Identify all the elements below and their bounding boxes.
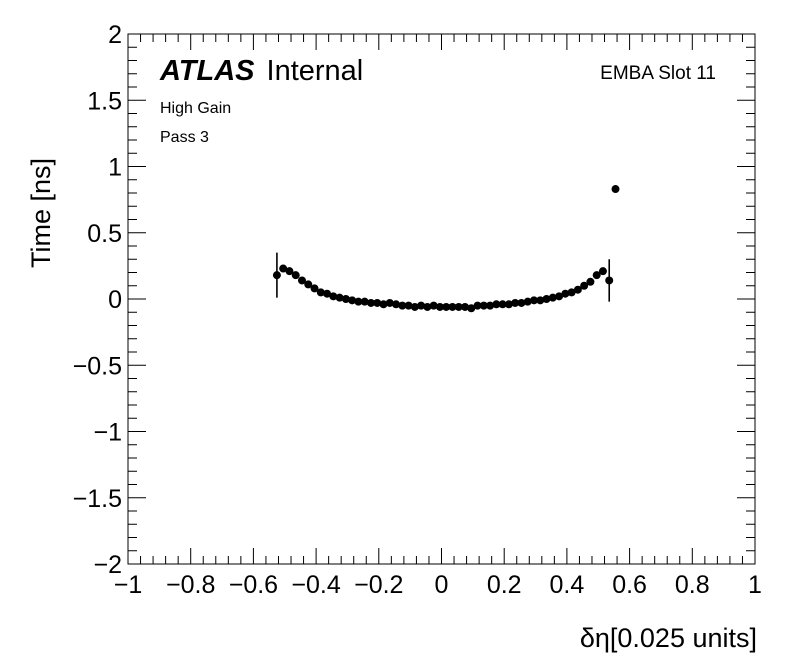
data-point: [310, 284, 319, 293]
atlas-logo-text: ATLAS: [159, 55, 255, 87]
y-tick-labels: −2 −1.5 −1 −0.5 0 0.5 1 1.5 2: [73, 21, 122, 579]
data-point: [329, 292, 338, 301]
data-point: [291, 271, 300, 280]
y-tick-label: −0.5: [73, 352, 122, 380]
data-point: [304, 280, 313, 289]
x-tick-labels: −1 −0.8 −0.6 −0.4 −0.2 0 0.2 0.4 0.6 0.8 1: [114, 571, 762, 599]
module-label: EMBA Slot 11: [600, 63, 716, 84]
data-point: [379, 300, 388, 309]
x-tick-label: −0.6: [229, 571, 278, 599]
x-tick-label: 0.4: [550, 571, 585, 599]
y-tick-label: −1: [93, 419, 122, 447]
data-point: [360, 297, 369, 306]
y-tick-label: 2: [108, 21, 122, 49]
x-tick-label: −0.2: [354, 571, 403, 599]
data-point: [529, 296, 538, 305]
data-point: [511, 298, 520, 307]
data-points: [272, 185, 620, 313]
data-point: [398, 301, 407, 310]
data-point: [573, 285, 582, 294]
y-tick-label: 1: [108, 154, 122, 182]
data-point: [555, 292, 564, 301]
data-point: [454, 302, 463, 311]
x-tick-label: 0.2: [487, 571, 522, 599]
data-point: [417, 301, 426, 310]
data-point: [592, 271, 601, 280]
data-point: [461, 302, 470, 311]
y-tick-label: 0.5: [87, 220, 122, 248]
y-axis-title: Time [ns]: [26, 158, 56, 268]
atlas-internal-text: Internal: [267, 55, 364, 87]
data-point: [285, 267, 294, 276]
data-point: [272, 271, 281, 280]
data-point: [404, 301, 413, 310]
y-tick-label: 0: [108, 286, 122, 314]
data-point: [448, 302, 457, 311]
data-point: [486, 301, 495, 310]
data-point: [316, 288, 325, 297]
gain-label: High Gain: [160, 100, 231, 117]
data-point: [517, 298, 526, 307]
data-point: [548, 293, 557, 302]
data-point: [523, 297, 532, 306]
data-point: [542, 295, 551, 303]
atlas-label: ATLAS Internal: [159, 55, 363, 87]
data-point: [279, 264, 288, 273]
data-point: [392, 300, 401, 309]
axis-ticks: [127, 33, 756, 565]
y-tick-label: 1.5: [87, 87, 122, 115]
x-tick-label: 0.8: [675, 571, 710, 599]
data-point: [335, 293, 344, 302]
data-point: [580, 281, 589, 290]
data-point: [492, 300, 501, 309]
data-point: [498, 300, 507, 309]
data-point: [373, 298, 382, 307]
data-point: [423, 302, 432, 311]
data-point: [605, 276, 614, 285]
data-point: [297, 276, 306, 285]
data-point: [473, 301, 482, 310]
x-tick-label: 0.6: [612, 571, 647, 599]
x-axis-title: δη[0.025 units]: [580, 623, 757, 653]
data-point: [561, 289, 570, 298]
x-tick-label: −1: [114, 571, 143, 599]
data-point: [479, 301, 488, 310]
x-tick-label: 0: [435, 571, 449, 599]
data-point: [429, 301, 438, 310]
data-point: [366, 298, 375, 307]
x-tick-label: −0.4: [291, 571, 340, 599]
data-point: [567, 288, 576, 297]
data-point: [410, 302, 419, 311]
data-point: [598, 267, 607, 276]
y-tick-label: −1.5: [73, 485, 122, 513]
data-point: [536, 296, 545, 305]
data-point: [354, 297, 363, 306]
data-point: [385, 298, 394, 307]
data-point: [586, 277, 595, 286]
data-point: [348, 296, 357, 305]
x-tick-label: −0.8: [166, 571, 215, 599]
data-point: [323, 289, 332, 298]
data-point: [341, 295, 350, 303]
data-point: [611, 185, 620, 194]
data-point: [442, 302, 451, 311]
data-point: [504, 300, 513, 309]
data-point: [467, 304, 476, 313]
x-tick-label: 1: [748, 571, 762, 599]
pass-label: Pass 3: [160, 129, 209, 146]
data-point: [435, 302, 444, 311]
y-tick-label: −2: [93, 551, 122, 579]
